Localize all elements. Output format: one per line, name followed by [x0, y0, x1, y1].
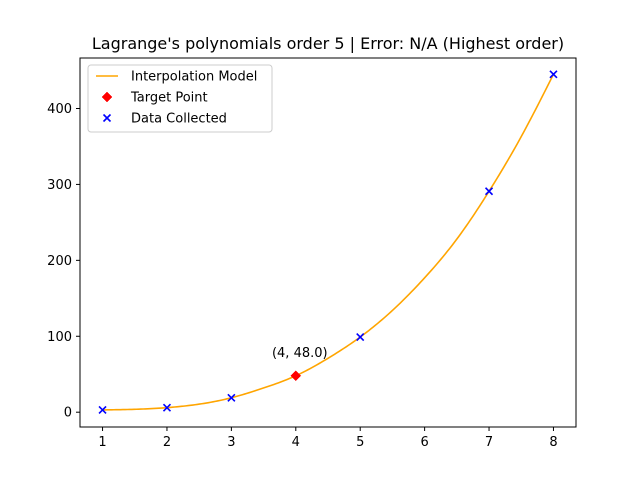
data-collected-marker: [98, 405, 107, 414]
legend-label: Target Point: [130, 91, 208, 106]
x-tick-label: 3: [227, 435, 235, 450]
target-point-marker: [290, 370, 302, 382]
x-tick-label: 6: [420, 435, 428, 450]
y-tick-label: 400: [47, 102, 72, 117]
data-collected-marker: [549, 70, 558, 79]
y-tick-label: 100: [47, 330, 72, 345]
x-tick-label: 1: [98, 435, 106, 450]
legend-box: [87, 64, 273, 133]
plot-area: 1 2 3 4 5 6 7 8 0 100 200 300 400 (4, 48.0): [47, 57, 577, 450]
chart-title: Lagrange's polynomials order 5 | Error: …: [92, 34, 564, 53]
interpolation-model-line: [102, 73, 555, 411]
x-tick-label: 4: [292, 435, 300, 450]
legend-x-swatch: [102, 113, 112, 123]
y-tick-label: 200: [47, 254, 72, 269]
x-tick-label: 5: [356, 435, 364, 450]
legend-diamond-swatch: [101, 91, 113, 103]
x-tick-label: 7: [485, 435, 493, 450]
data-collected-marker: [227, 393, 236, 402]
x-tick-label: 8: [549, 435, 557, 450]
y-tick-label: 0: [64, 406, 72, 421]
data-collected-marker: [162, 403, 172, 412]
axes-frame: [79, 57, 577, 428]
x-tick-label: 2: [163, 435, 171, 450]
target-point-annotation: (4, 48.0): [272, 346, 328, 361]
legend-label: Interpolation Model: [131, 70, 257, 85]
legend: Interpolation Model Target Point Data Coll…: [87, 64, 273, 133]
data-collected-marker: [484, 187, 494, 196]
legend-label: Data Collected: [131, 112, 227, 127]
y-tick-label: 300: [47, 178, 72, 193]
data-collected-marker: [356, 332, 365, 342]
